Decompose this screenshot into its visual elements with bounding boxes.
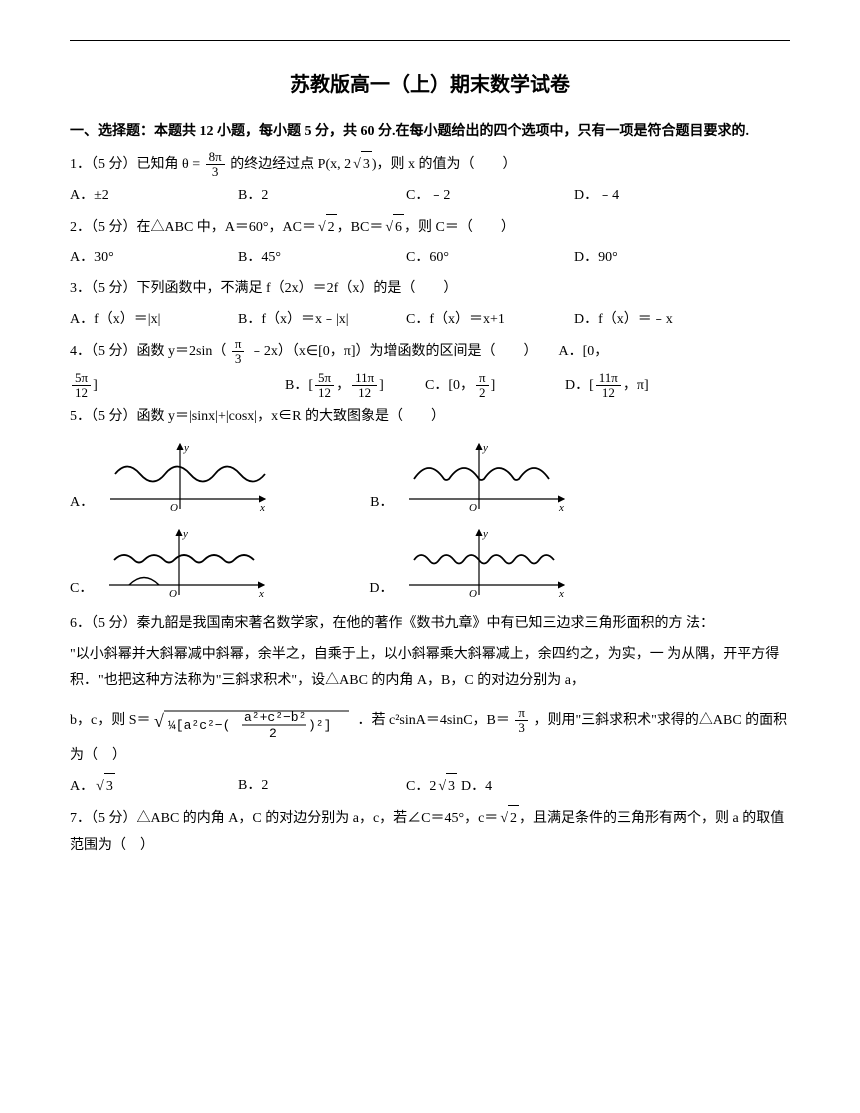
svg-text:x: x <box>258 588 264 600</box>
q3-option-d: D．f（x）＝﹣x <box>574 307 734 334</box>
svg-text:O: O <box>169 588 177 600</box>
q4-option-d: D．[11π12，π] <box>565 371 705 401</box>
question-7: 7．（5 分）△ABC 的内角 A，C 的对边分别为 a，c，若∠C＝45°，c… <box>70 805 790 859</box>
svg-text:O: O <box>170 502 178 514</box>
q5-label-c: C． <box>70 576 93 603</box>
question-5: 5．（5 分）函数 y＝|sinx|+|cosx|，x∈R 的大致图象是（ ） <box>70 404 790 431</box>
svg-text:a²+c²−b²: a²+c²−b² <box>244 710 306 725</box>
exam-title: 苏教版高一（上）期末数学试卷 <box>70 66 790 104</box>
q3-options: A．f（x）＝|x| B．f（x）＝x﹣|x| C．f（x）＝x+1 D．f（x… <box>70 307 790 334</box>
q2-option-d: D．90° <box>574 245 734 272</box>
q6-formula: √ ¼[a²c²−( a²+c²−b² 2 )²] <box>154 699 354 743</box>
svg-text:x: x <box>259 502 265 514</box>
q4-option-a: 5π12] <box>70 371 210 401</box>
svg-text:y: y <box>482 442 488 454</box>
q5-graph-d: D． y x O <box>369 525 569 603</box>
q6-option-b: B．2 <box>238 773 398 801</box>
q6-line3b: ．若 c²sinA＝4sinC，B＝ <box>358 713 510 728</box>
q6-line3a: b，c，则 S＝ <box>70 713 151 728</box>
q4-options: 5π12] B．[5π12，11π12] C．[0，π2] D．[11π12，π… <box>70 371 790 401</box>
q1-option-b: B．2 <box>238 183 398 210</box>
top-rule <box>70 40 790 41</box>
section-1-heading: 一、选择题：本题共 12 小题，每小题 5 分，共 60 分.在每小题给出的四个… <box>70 119 790 146</box>
q5-graph-a: A． y x O <box>70 439 270 517</box>
q1-stem-a: 1．（5 分）已知角 θ = <box>70 157 200 172</box>
q6-options: A．3 B．2 C．23D．4 <box>70 773 790 801</box>
q2-options: A．30° B．45° C．60° D．90° <box>70 245 790 272</box>
svg-text:O: O <box>469 588 477 600</box>
question-2: 2．（5 分）在△ABC 中，A＝60°，AC＝2，BC＝6，则 C＝（ ） <box>70 214 790 242</box>
q6-option-c: C．23D．4 <box>406 773 566 801</box>
svg-text:x: x <box>558 588 564 600</box>
q5-graph-c: C． y x O <box>70 525 269 603</box>
question-6-line3: b，c，则 S＝ √ ¼[a²c²−( a²+c²−b² 2 )²] ．若 c²… <box>70 699 790 770</box>
svg-text:y: y <box>182 528 188 540</box>
q2-sqrt-2: 6 <box>383 214 404 242</box>
q5-label-a: A． <box>70 490 94 517</box>
svg-text:)²]: )²] <box>308 718 331 733</box>
q2-option-a: A．30° <box>70 245 230 272</box>
q5-graphs-row-2: C． y x O D． y x O <box>70 525 790 603</box>
q5-graph-c-svg: y x O <box>99 525 269 603</box>
q4-frac-1: π 3 <box>232 337 245 367</box>
q1-option-d: D．﹣4 <box>574 183 734 210</box>
q1-option-a: A．±2 <box>70 183 230 210</box>
q3-option-c: C．f（x）＝x+1 <box>406 307 566 334</box>
q2-option-b: B．45° <box>238 245 398 272</box>
q3-option-b: B．f（x）＝x﹣|x| <box>238 307 398 334</box>
svg-text:y: y <box>482 528 488 540</box>
svg-text:¼[a²c²−(: ¼[a²c²−( <box>168 718 230 733</box>
svg-text:O: O <box>469 502 477 514</box>
q1-stem-c: )，则 x 的值为（ ） <box>372 157 517 172</box>
q1-sqrt: 3 <box>351 151 372 179</box>
q5-label-d: D． <box>369 576 393 603</box>
svg-text:2: 2 <box>269 726 277 741</box>
q4-stem-a: 4．（5 分）函数 y＝2sin（ <box>70 344 226 359</box>
q4-stem-b: ﹣2x）（x∈[0，π]）为增函数的区间是（ ） A．[0， <box>250 344 608 359</box>
svg-text:x: x <box>558 502 564 514</box>
q5-graph-d-svg: y x O <box>399 525 569 603</box>
svg-text:√: √ <box>154 711 164 731</box>
q5-graph-b: B． y x O <box>370 439 569 517</box>
question-4: 4．（5 分）函数 y＝2sin（ π 3 ﹣2x）（x∈[0，π]）为增函数的… <box>70 337 790 367</box>
q7-stem-a: 7．（5 分）△ABC 的内角 A，C 的对边分别为 a，c，若∠C＝45°，c… <box>70 811 498 826</box>
question-6-line2: "以小斜幂并大斜幂减中斜幂，余半之，自乘于上，以小斜幂乘大斜幂减上，余四约之，为… <box>70 642 790 695</box>
q2-stem-a: 2．（5 分）在△ABC 中，A＝60°，AC＝ <box>70 220 316 235</box>
q2-option-c: C．60° <box>406 245 566 272</box>
q5-graph-a-svg: y x O <box>100 439 270 517</box>
question-3: 3．（5 分）下列函数中，不满足 f（2x）＝2f（x）的是（ ） <box>70 276 790 303</box>
q1-stem-b: 的终边经过点 P(x, 2 <box>230 157 351 172</box>
q5-graph-b-svg: y x O <box>399 439 569 517</box>
q6-option-a: A．3 <box>70 773 230 801</box>
q1-options: A．±2 B．2 C．﹣2 D．﹣4 <box>70 183 790 210</box>
q4-option-c: C．[0，π2] <box>425 371 565 401</box>
q6-b-frac: π 3 <box>515 706 528 736</box>
q3-option-a: A．f（x）＝|x| <box>70 307 230 334</box>
q2-sqrt-1: 2 <box>316 214 337 242</box>
q7-sqrt: 2 <box>498 805 519 833</box>
q5-graphs-row-1: A． y x O B． y x O <box>70 439 790 517</box>
q4-option-b: B．[5π12，11π12] <box>285 371 425 401</box>
q2-stem-b: ，BC＝ <box>337 220 384 235</box>
q1-frac: 8π 3 <box>206 150 225 180</box>
q2-stem-c: ，则 C＝（ ） <box>404 220 515 235</box>
q1-option-c: C．﹣2 <box>406 183 566 210</box>
svg-text:y: y <box>183 442 189 454</box>
question-1: 1．（5 分）已知角 θ = 8π 3 的终边经过点 P(x, 23)，则 x … <box>70 150 790 180</box>
question-6-line1: 6．（5 分）秦九韶是我国南宋著名数学家，在他的著作《数书九章》中有已知三边求三… <box>70 611 790 638</box>
q5-label-b: B． <box>370 490 393 517</box>
